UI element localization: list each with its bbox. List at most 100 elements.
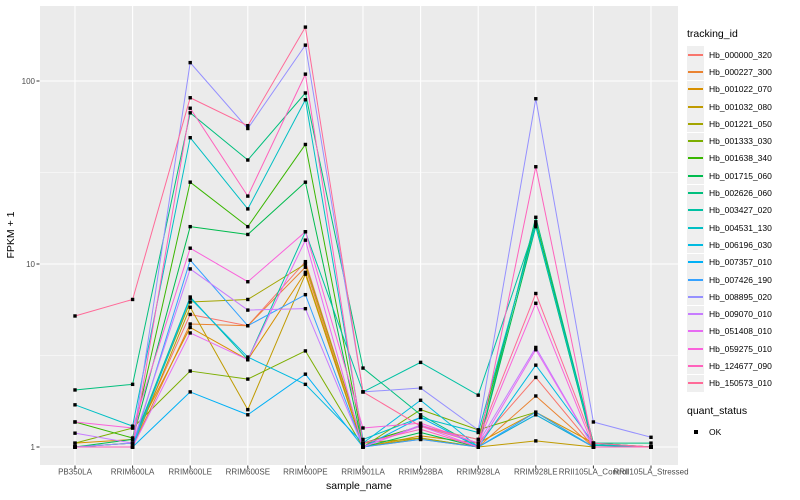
data-point — [303, 230, 308, 234]
legend-key — [687, 374, 704, 392]
plot-panel — [40, 6, 678, 465]
data-point — [73, 388, 77, 392]
data-point — [534, 348, 538, 352]
legend-key — [687, 236, 704, 254]
data-point — [418, 430, 423, 435]
axis-tick-labels: 1 10 100 PB350LA RRIM600LA RRIM600LE RRIM600SE… — [22, 77, 689, 477]
data-point — [246, 232, 250, 237]
data-point — [130, 426, 135, 430]
data-point — [188, 180, 192, 184]
data-point — [188, 300, 192, 304]
data-point — [418, 413, 423, 417]
data-point — [591, 445, 596, 449]
data-point — [303, 272, 308, 276]
data-point — [246, 357, 250, 362]
data-point — [303, 306, 308, 311]
data-point — [188, 322, 192, 326]
legend-key — [687, 340, 704, 358]
legend-key — [687, 46, 704, 64]
data-point — [418, 360, 423, 365]
data-point — [534, 439, 538, 443]
data-point — [130, 437, 135, 442]
legend-key — [687, 63, 704, 81]
data-point — [188, 111, 192, 115]
data-point — [73, 445, 77, 449]
data-point — [534, 97, 538, 101]
y-tick-label: 100 — [22, 77, 36, 86]
x-tick-label: RRIM600LE — [168, 468, 212, 477]
data-point — [591, 441, 596, 445]
x-tick-label: PB350LA — [58, 468, 92, 477]
legend-line-swatch-icon — [688, 88, 703, 91]
legend-key — [687, 149, 704, 167]
data-point — [534, 363, 538, 367]
data-point — [418, 407, 423, 412]
legend-item: Hb_002626_060 — [687, 184, 799, 202]
data-point — [476, 393, 480, 397]
data-point — [188, 96, 192, 100]
data-point — [246, 194, 250, 198]
data-point — [73, 403, 77, 407]
data-point — [188, 296, 192, 300]
x-tick-label: RRIM928BA — [398, 468, 443, 477]
data-point — [534, 223, 538, 228]
legend-item-label: Hb_006196_030 — [709, 239, 772, 250]
data-point — [303, 349, 308, 353]
data-point — [418, 427, 423, 431]
legend-item: Hb_001032_080 — [687, 98, 799, 116]
data-point — [534, 394, 538, 398]
legend-item: Hb_000000_320 — [687, 46, 799, 64]
data-point — [534, 375, 538, 380]
data-point — [188, 135, 192, 140]
legend-item: Hb_001022_070 — [687, 80, 799, 98]
data-point — [73, 420, 77, 424]
data-point — [476, 430, 480, 435]
square-point-icon — [693, 429, 698, 434]
legend-key — [687, 80, 704, 98]
data-point — [534, 301, 538, 305]
data-point — [246, 324, 250, 328]
legend-line-swatch-icon — [688, 313, 703, 316]
legend-item-label: Hb_001032_080 — [709, 101, 772, 112]
data-point — [476, 441, 480, 445]
legend-line-swatch-icon — [688, 243, 703, 246]
legend-key — [687, 201, 704, 219]
data-point — [130, 441, 135, 445]
legend-line-swatch-icon — [688, 382, 703, 385]
legend-key — [687, 423, 704, 440]
legend-item: Hb_124677_090 — [687, 357, 799, 375]
data-point — [188, 246, 192, 250]
x-tick-label: RRIM600PE — [283, 468, 327, 477]
data-point — [534, 345, 538, 350]
legend-line-swatch-icon — [688, 192, 703, 195]
data-point — [188, 390, 192, 394]
legend-item: Hb_004531_130 — [687, 219, 799, 237]
y-axis-title: FPKM + 1 — [5, 211, 17, 258]
data-point — [130, 297, 135, 302]
legend-item-label: Hb_001221_050 — [709, 118, 772, 129]
legend-key — [687, 271, 704, 288]
data-point — [303, 270, 308, 275]
data-point — [246, 158, 250, 162]
legend-line-swatch-icon — [688, 295, 703, 298]
data-point — [418, 434, 423, 438]
data-point — [188, 325, 192, 330]
legend-item-label: Hb_001638_340 — [709, 153, 772, 164]
legend-line-swatch-icon — [688, 105, 703, 108]
legend-item: Hb_001333_030 — [687, 132, 799, 150]
data-point — [246, 308, 250, 312]
legend-line-swatch-icon — [688, 122, 703, 125]
legend-quant-status: quant_status OK — [687, 405, 799, 440]
data-point — [418, 386, 423, 390]
data-point — [303, 238, 308, 242]
legend-title-tracking-id: tracking_id — [687, 28, 738, 40]
x-tick-label: RRII105LA_Stressed — [613, 468, 688, 477]
legend-line-swatch-icon — [688, 140, 703, 143]
legend-item: Hb_007426_190 — [687, 271, 799, 288]
gridlines-major — [40, 6, 678, 465]
data-point — [534, 220, 538, 224]
legend-item-label: Hb_051408_010 — [709, 326, 772, 337]
data-point — [188, 267, 192, 271]
data-point — [649, 441, 653, 445]
legend-key — [687, 253, 704, 271]
